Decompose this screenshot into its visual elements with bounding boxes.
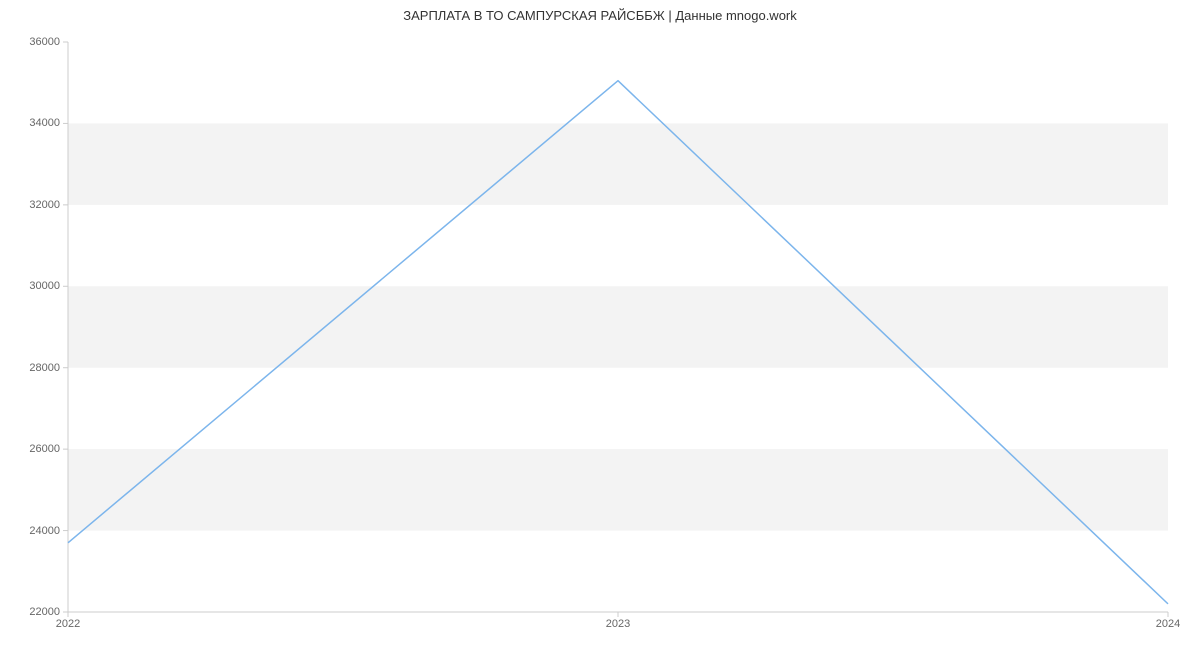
y-tick-label: 26000 <box>10 443 60 455</box>
y-tick-label: 34000 <box>10 117 60 129</box>
y-tick-label: 28000 <box>10 362 60 374</box>
chart-svg <box>0 0 1200 650</box>
y-tick-label: 22000 <box>10 606 60 618</box>
x-tick-label: 2023 <box>606 618 630 630</box>
y-tick-label: 30000 <box>10 280 60 292</box>
y-tick-label: 36000 <box>10 36 60 48</box>
chart-container: ЗАРПЛАТА В ТО САМПУРСКАЯ РАЙСББЖ | Данны… <box>0 0 1200 650</box>
x-tick-label: 2024 <box>1156 618 1180 630</box>
grid-band <box>68 449 1168 530</box>
grid-band <box>68 123 1168 204</box>
y-tick-label: 24000 <box>10 525 60 537</box>
y-tick-label: 32000 <box>10 199 60 211</box>
grid-band <box>68 286 1168 367</box>
x-tick-label: 2022 <box>56 618 80 630</box>
